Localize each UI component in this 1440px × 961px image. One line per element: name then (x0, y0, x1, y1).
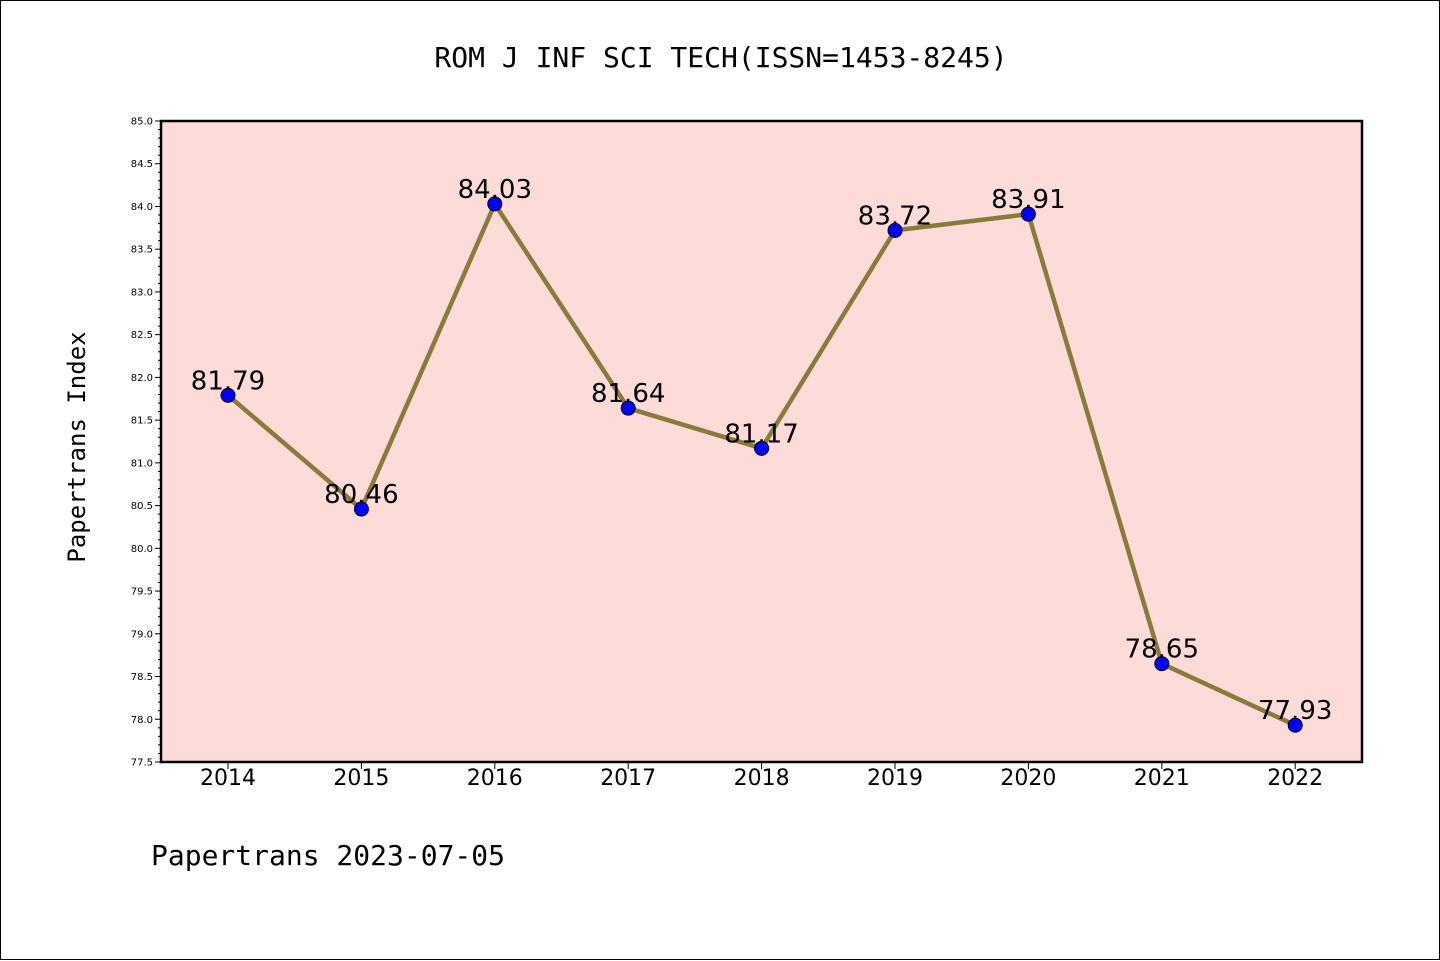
data-point-marker (620, 400, 636, 416)
data-label: 77.93 (1258, 696, 1332, 726)
x-tick-label: 2021 (1134, 766, 1190, 791)
y-tick-label: 77.5 (131, 758, 153, 769)
data-point-marker (1287, 717, 1303, 733)
data-label: 83.72 (858, 201, 932, 231)
data-label: 81.64 (591, 379, 665, 409)
x-tick-label: 2015 (333, 766, 389, 791)
x-axis-ticks: 2014 2015 2016 2017 2018 2019 2020 2021 2022 (200, 762, 1323, 791)
data-labels: 81.79 80.46 84.03 81.64 81.17 83.72 83.91 78.65… (191, 175, 1333, 726)
y-tick-label: 85.0 (131, 117, 153, 128)
data-point-marker (487, 196, 503, 212)
x-tick-label: 2022 (1267, 766, 1323, 791)
data-point-marker (1020, 206, 1036, 222)
y-axis-ticks: 77.5 78.0 78.5 79.0 79.5 80.0 80.5 81.0 81.5 82.0… (131, 117, 161, 769)
data-label: 81.17 (724, 419, 798, 449)
x-tick-label: 2017 (600, 766, 656, 791)
x-tick-label: 2016 (467, 766, 523, 791)
plot-border (159, 119, 1364, 764)
data-label: 81.79 (191, 366, 265, 396)
series-line-group (220, 196, 1303, 733)
y-tick-label: 78.5 (131, 672, 153, 683)
y-tick-label: 80.5 (131, 501, 153, 512)
y-tick-label: 78.0 (131, 715, 153, 726)
footer-source-date: Papertrans 2023-07-05 (151, 839, 505, 872)
y-tick-label: 84.0 (131, 202, 153, 213)
y-tick-label: 83.5 (131, 245, 153, 256)
y-tick-label: 79.5 (131, 587, 153, 598)
data-point-marker (1154, 656, 1170, 672)
y-tick-label: 81.0 (131, 458, 153, 469)
y-tick-label: 82.5 (131, 330, 153, 341)
data-label: 84.03 (458, 175, 532, 205)
x-tick-label: 2014 (200, 766, 256, 791)
data-point-marker (353, 501, 369, 517)
y-tick-label: 83.0 (131, 287, 153, 298)
data-point-marker (754, 440, 770, 456)
data-label: 78.65 (1125, 635, 1199, 665)
x-tick-label: 2018 (734, 766, 790, 791)
y-tick-label: 79.0 (131, 629, 153, 640)
chart-title: ROM J INF SCI TECH(ISSN=1453-8245) (434, 41, 1007, 74)
data-point-marker (220, 387, 236, 403)
y-tick-label: 82.0 (131, 373, 153, 384)
y-axis-label: Papertrans Index (63, 331, 91, 562)
x-tick-label: 2019 (867, 766, 923, 791)
data-label: 80.46 (324, 480, 398, 510)
y-tick-label: 80.0 (131, 544, 153, 555)
y-tick-label: 84.5 (131, 159, 153, 170)
x-tick-label: 2020 (1000, 766, 1056, 791)
y-tick-label: 81.5 (131, 416, 153, 427)
data-point-marker (887, 222, 903, 238)
data-label: 83.91 (991, 185, 1065, 215)
